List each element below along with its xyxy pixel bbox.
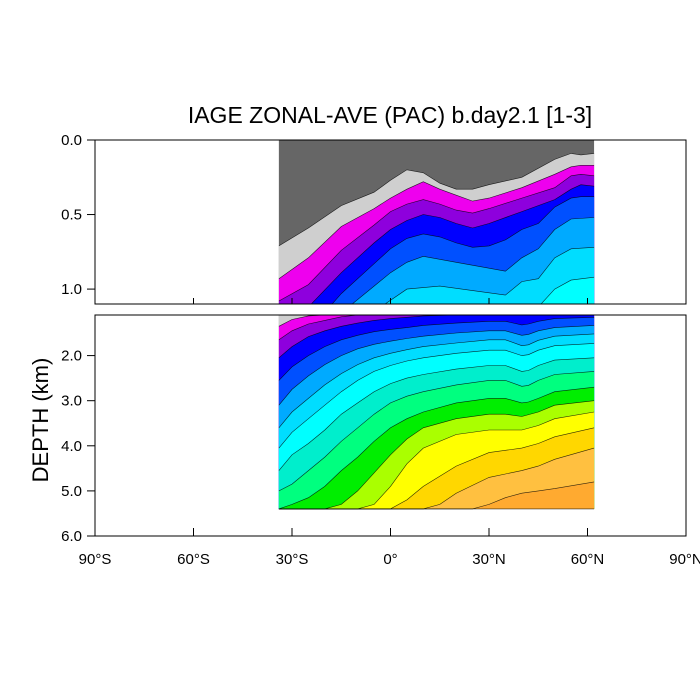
lower-isoline-5 (278, 317, 595, 381)
lower-y-tick-label: 2.0 (61, 348, 82, 365)
lower-y-axis: 2.0 3.0 4.0 5.0 6.0 (61, 348, 95, 545)
y-axis-label: DEPTH (km) (28, 358, 53, 483)
lower-isoline-11 (278, 386, 595, 510)
lower-isoline-3 (278, 315, 595, 341)
upper-y-tick-label: 0.5 (61, 207, 82, 224)
chart-title: IAGE ZONAL-AVE (PAC) b.day2.1 [1-3] (188, 102, 592, 128)
x-tick-label: 90°S (79, 551, 112, 568)
upper-band-7 (385, 247, 595, 304)
lower-isoline-8 (278, 343, 595, 449)
lower-isoline-10 (278, 371, 595, 492)
upper-isoline-8 (540, 276, 595, 304)
lower-y-tick-label: 3.0 (61, 393, 82, 410)
lower-isoline-4 (278, 315, 595, 359)
lower-panel-fills (278, 315, 595, 509)
upper-isoline-4 (310, 184, 595, 304)
upper-y-tick-label: 0.0 (61, 132, 82, 149)
upper-isoline-5 (331, 196, 595, 304)
lower-isoline-2 (278, 315, 595, 327)
upper-isoline-1 (278, 153, 595, 247)
upper-panel-contour-lines (278, 153, 595, 304)
lower-y-tick-label: 5.0 (61, 483, 82, 500)
upper-band-8 (541, 277, 595, 304)
lower-band-16 (278, 481, 595, 509)
lower-y-tick-label: 6.0 (61, 528, 82, 545)
lower-band-15 (278, 448, 595, 509)
x-axis: 90°S 60°S 30°S 0° 30°N 60°N 90°N (79, 298, 700, 568)
upper-isoline-3 (278, 173, 595, 302)
x-tick-label: 60°N (571, 551, 605, 568)
x-tick-label: 30°N (472, 551, 506, 568)
lower-y-tick-label: 4.0 (61, 438, 82, 455)
lower-panel-contour-lines (278, 315, 595, 510)
x-tick-label: 30°S (276, 551, 309, 568)
upper-panel-fills (278, 140, 595, 304)
upper-isoline-2 (278, 165, 595, 279)
upper-isoline-7 (384, 247, 595, 304)
lower-isoline-12 (278, 400, 595, 510)
upper-y-axis: 0.0 0.5 1.0 (61, 132, 95, 298)
lower-isoline-6 (278, 325, 595, 406)
lower-isoline-9 (278, 357, 595, 471)
x-tick-label: 90°N (669, 551, 700, 568)
x-tick-label: 0° (383, 551, 397, 568)
x-tick-label: 60°S (177, 551, 210, 568)
upper-y-tick-label: 1.0 (61, 281, 82, 298)
lower-isoline-7 (278, 333, 595, 428)
